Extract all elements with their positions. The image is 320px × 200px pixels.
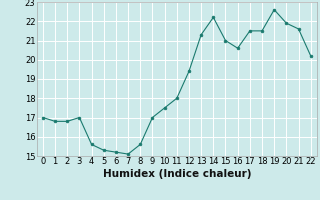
X-axis label: Humidex (Indice chaleur): Humidex (Indice chaleur) [102, 169, 251, 179]
